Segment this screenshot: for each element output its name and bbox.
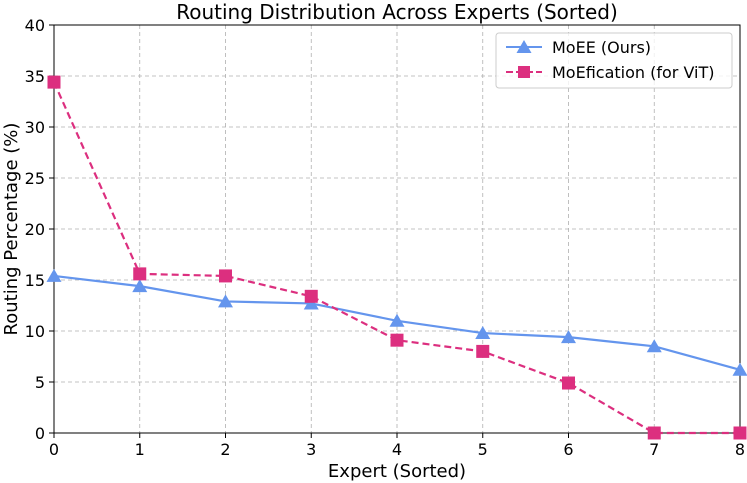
y-tick-label: 30 xyxy=(25,118,45,137)
y-tick-label: 0 xyxy=(35,424,45,443)
legend-square-marker xyxy=(518,66,530,78)
y-tick-label: 5 xyxy=(35,373,45,392)
x-tick-label: 5 xyxy=(478,440,488,459)
legend-item-moee: MoEE (Ours) xyxy=(506,38,651,57)
x-tick-label: 0 xyxy=(49,440,59,459)
y-tick-label: 25 xyxy=(25,169,45,188)
legend-label-moee: MoEE (Ours) xyxy=(552,38,651,57)
legend-item-moefication: MoEfication (for ViT) xyxy=(506,63,715,82)
x-tick-label: 3 xyxy=(306,440,316,459)
x-axis: 0 1 2 3 4 5 6 7 8 xyxy=(49,433,745,459)
data-point-square xyxy=(304,289,318,303)
data-point-triangle xyxy=(561,330,576,344)
data-point-square xyxy=(562,376,575,390)
data-point-square xyxy=(219,269,232,283)
legend-label-moefication: MoEfication (for ViT) xyxy=(552,63,715,82)
x-axis-title: Expert (Sorted) xyxy=(328,461,466,482)
data-point-triangle xyxy=(389,313,405,327)
data-point-square xyxy=(733,426,747,440)
data-point-triangle xyxy=(218,294,233,308)
data-point-triangle xyxy=(646,339,662,353)
x-tick-label: 7 xyxy=(649,440,659,459)
y-tick-label: 40 xyxy=(25,16,45,35)
data-point-triangle xyxy=(475,326,491,340)
legend-box xyxy=(495,32,733,89)
x-tick-label: 1 xyxy=(135,440,145,459)
y-tick-label: 35 xyxy=(25,67,45,86)
series-layer xyxy=(46,75,747,440)
data-point-square xyxy=(133,267,147,281)
x-tick-label: 4 xyxy=(392,440,402,459)
y-tick-label: 20 xyxy=(25,220,45,239)
y-tick-label: 15 xyxy=(25,271,45,290)
data-point-triangle xyxy=(303,296,319,310)
series-1 xyxy=(47,75,747,440)
data-point-square xyxy=(476,344,490,358)
data-point-square xyxy=(47,75,61,89)
x-tick-label: 8 xyxy=(735,440,745,459)
data-point-triangle xyxy=(46,268,62,282)
y-tick-label: 10 xyxy=(25,322,45,341)
data-point-triangle xyxy=(132,279,148,293)
series-0 xyxy=(46,268,747,376)
chart-title: Routing Distribution Across Experts (Sor… xyxy=(176,0,618,24)
data-point-square xyxy=(390,333,404,347)
legend: MoEE (Ours) MoEfication (for ViT) xyxy=(495,32,733,89)
data-point-triangle xyxy=(732,362,747,376)
x-tick-label: 2 xyxy=(220,440,230,459)
y-axis-title: Routing Percentage (%) xyxy=(1,123,22,336)
x-tick-label: 6 xyxy=(563,440,573,459)
y-axis: 0 5 10 15 20 25 30 35 40 xyxy=(25,16,54,443)
legend-triangle-marker xyxy=(516,40,532,53)
data-point-square xyxy=(647,426,661,440)
